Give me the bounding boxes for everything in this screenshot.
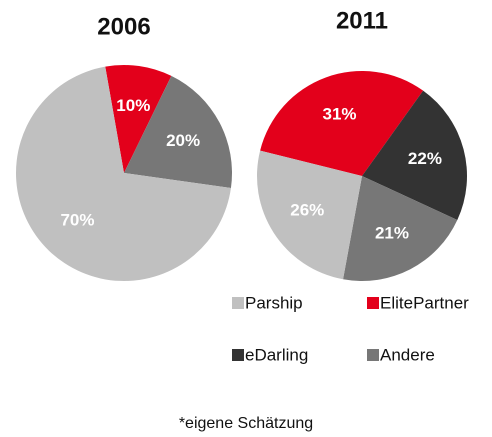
legend-label: ElitePartner <box>380 293 469 312</box>
pie-slice <box>260 71 424 176</box>
slice-label: 21% <box>375 223 409 242</box>
chart-title: 2006 <box>97 13 150 40</box>
pie-slice <box>15 66 231 281</box>
slice-label: 10% <box>116 96 150 115</box>
legend-swatch <box>232 349 244 361</box>
legend-label: Andere <box>380 345 435 364</box>
pie-slice <box>362 90 468 221</box>
pie-slice <box>105 65 172 173</box>
legend-label: Parship <box>245 293 303 312</box>
legend-label: eDarling <box>245 345 308 364</box>
chart-title: 2011 <box>336 7 388 34</box>
slice-label: 26% <box>290 201 324 220</box>
legend-swatch <box>367 297 379 309</box>
legend-swatch <box>367 349 379 361</box>
slice-label: 22% <box>408 149 442 168</box>
pie-slice <box>343 176 458 281</box>
footnote: *eigene Schätzung <box>179 415 313 432</box>
legend-swatch <box>232 297 244 309</box>
slice-label: 20% <box>166 131 200 150</box>
slice-label: 70% <box>60 211 94 230</box>
slice-label: 31% <box>323 104 357 123</box>
pie-slice <box>124 75 232 189</box>
pie-slice <box>257 150 362 280</box>
